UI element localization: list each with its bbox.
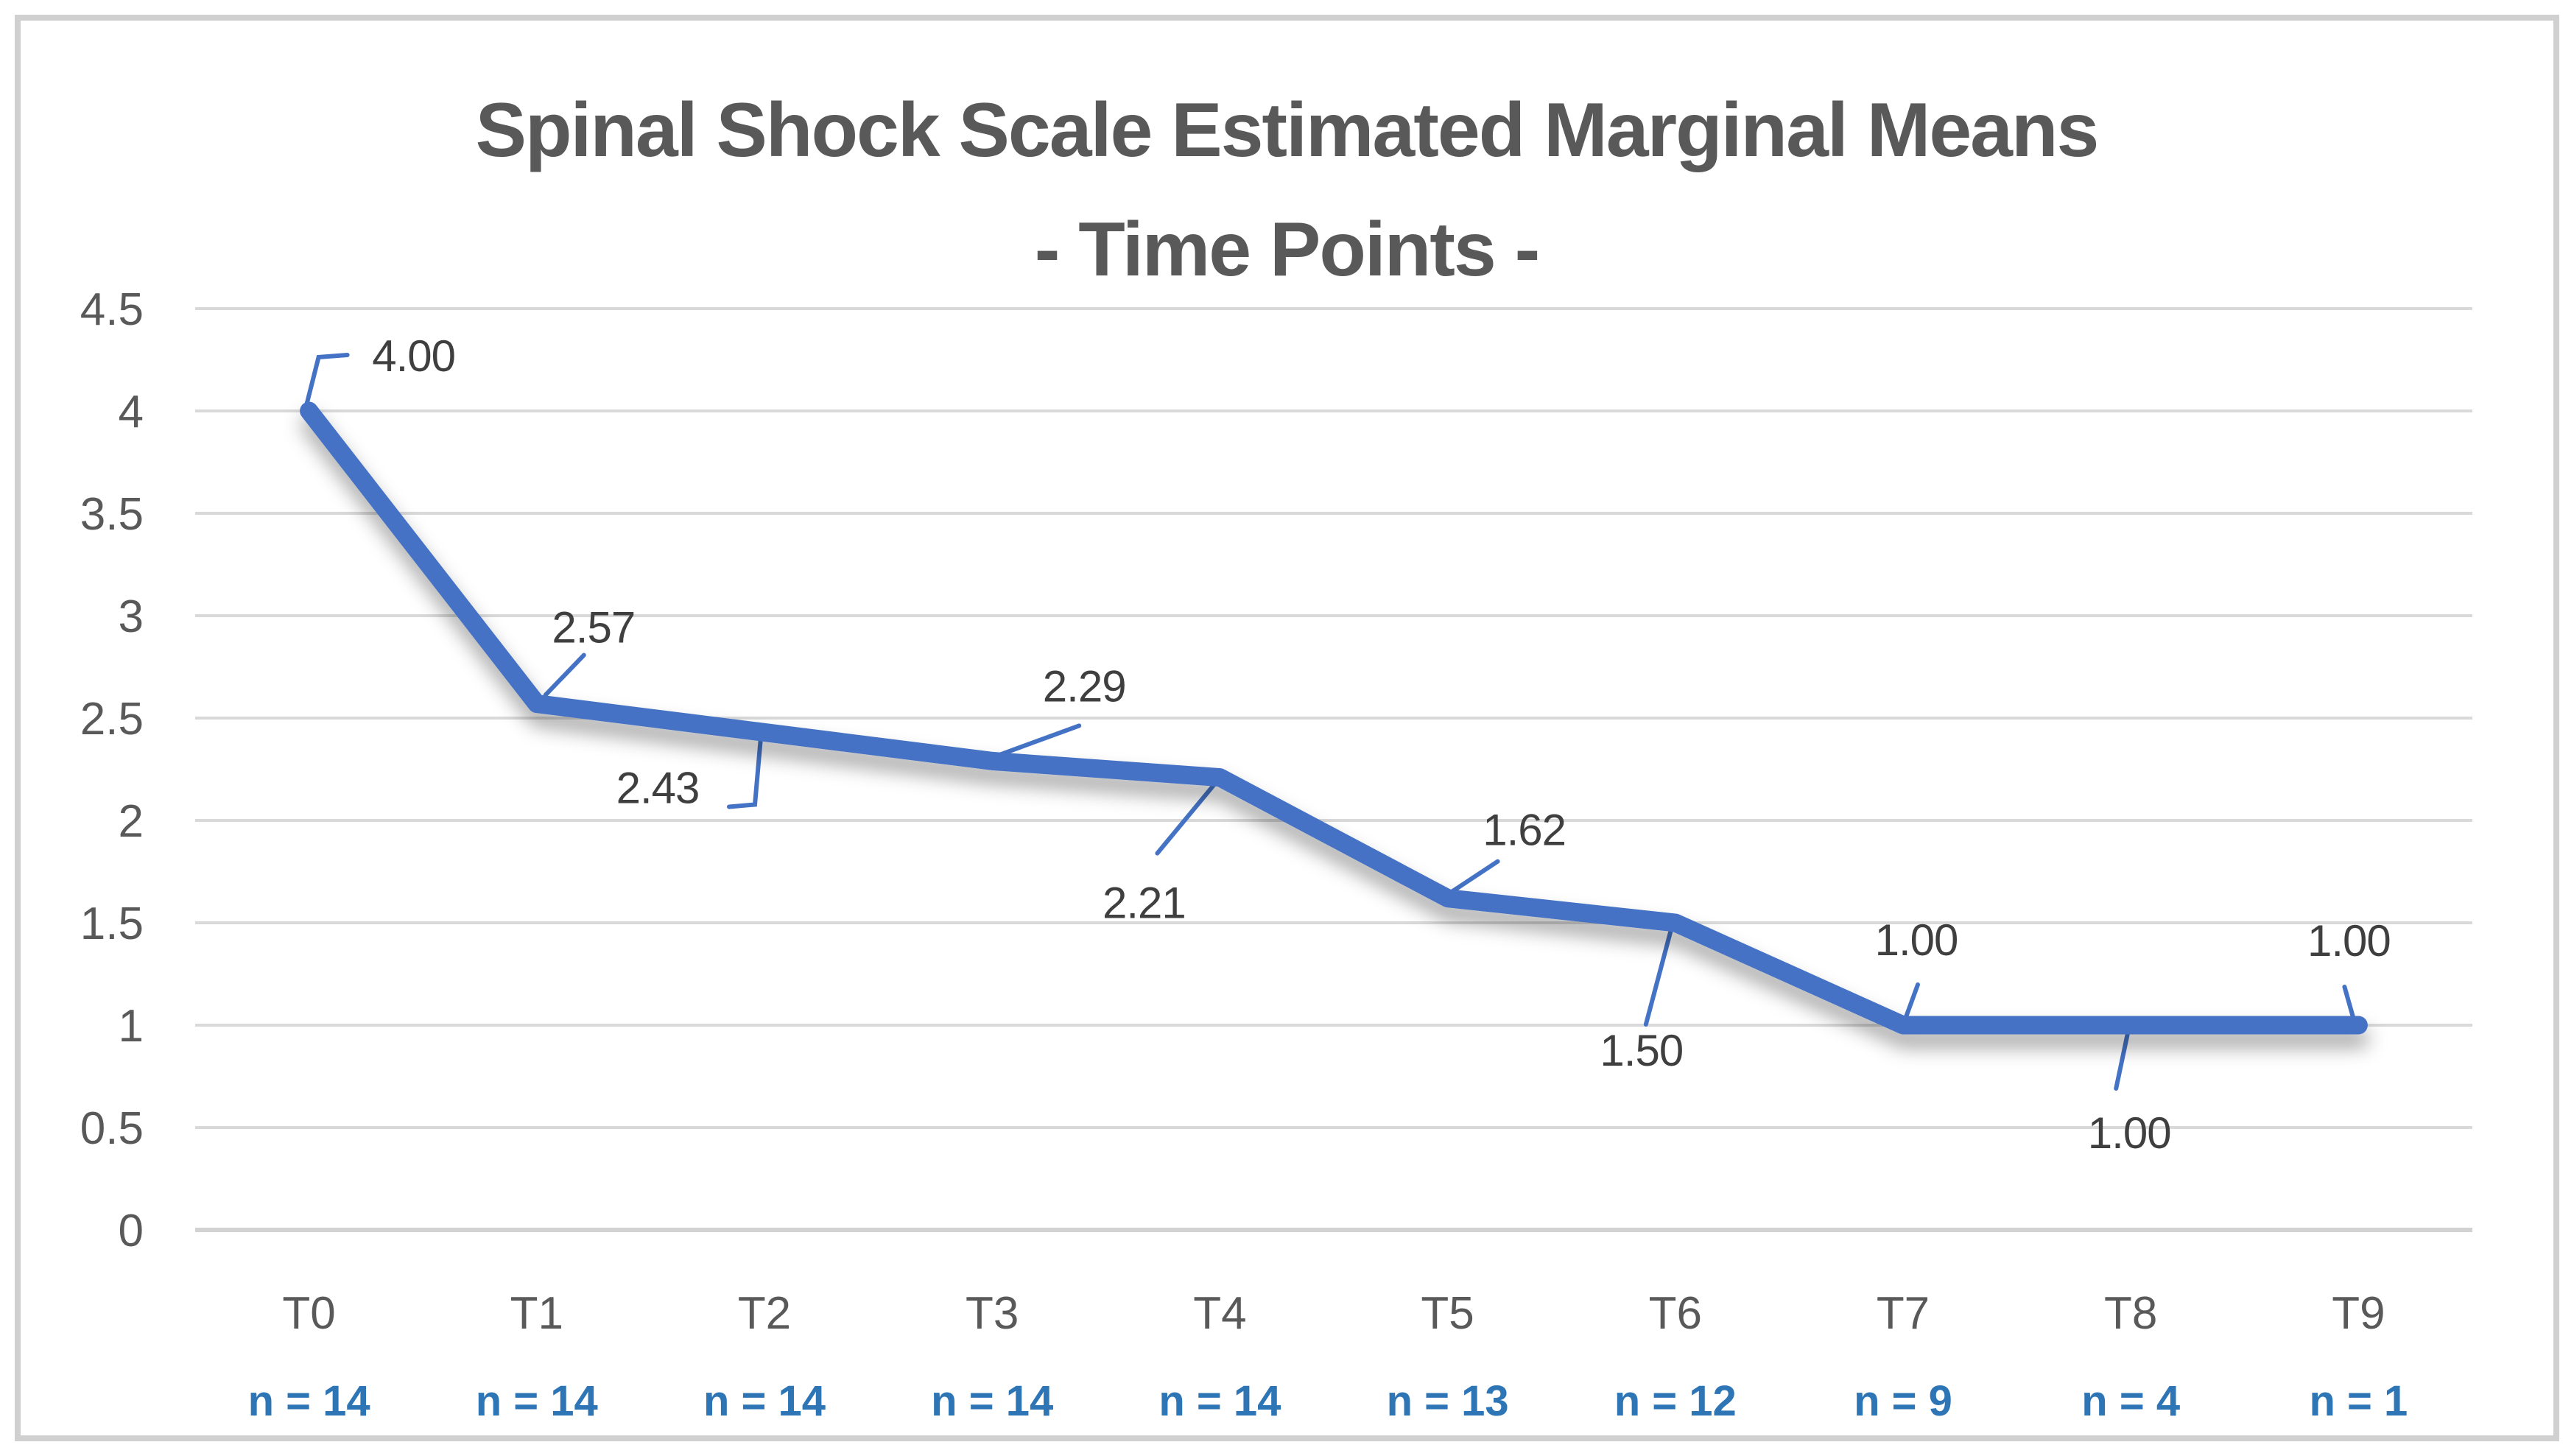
y-tick-label: 0.5	[80, 1103, 144, 1154]
chart-title: Spinal Shock Scale Estimated Marginal Me…	[476, 88, 2098, 173]
y-tick-label: 2.5	[80, 694, 144, 745]
sample-size-label: n = 14	[1158, 1377, 1281, 1425]
y-tick-label: 2	[119, 796, 144, 847]
x-category-label: T5	[1421, 1288, 1474, 1339]
data-labels: 4.00 2.57 2.43 2.29 2.21 1.62 1.50 1.00 1.00 1.00	[372, 331, 2391, 1158]
leader-lines	[303, 353, 2357, 1091]
data-label: 1.50	[1600, 1026, 1683, 1075]
y-tick-label: 4	[119, 387, 144, 437]
data-label: 2.57	[552, 603, 635, 653]
sample-size-label: n = 4	[2081, 1377, 2180, 1425]
x-category-label: T2	[738, 1288, 791, 1339]
data-label-leader	[2114, 1030, 2131, 1091]
data-label: 4.00	[372, 331, 455, 381]
y-tick-label: 1.5	[80, 898, 144, 949]
y-tick-label: 0	[119, 1206, 144, 1256]
sample-size-label: n = 14	[703, 1377, 826, 1425]
data-label-leader	[543, 653, 586, 697]
chart-frame	[15, 15, 2559, 1441]
x-category-label: T1	[510, 1288, 563, 1339]
x-category-label: T3	[966, 1288, 1019, 1339]
data-label: 1.62	[1483, 806, 1566, 855]
sample-size-label: n = 14	[931, 1377, 1053, 1425]
y-tick-label: 3.5	[80, 489, 144, 540]
data-label: 1.00	[2088, 1108, 2171, 1158]
data-label: 2.43	[616, 763, 700, 812]
sample-size-label: n = 9	[1854, 1377, 1952, 1425]
x-category-label: T7	[1877, 1288, 1930, 1339]
x-category-label: T6	[1649, 1288, 1702, 1339]
sample-size-label: n = 1	[2310, 1377, 2408, 1425]
data-label-leader	[1155, 782, 1217, 856]
data-label-leader	[994, 723, 1082, 759]
y-tick-label: 3	[119, 591, 144, 642]
sample-size-label: n = 13	[1387, 1377, 1509, 1425]
data-label: 1.00	[2307, 916, 2391, 966]
x-category-label: T9	[2332, 1288, 2385, 1339]
x-category-label: T4	[1193, 1288, 1246, 1339]
data-label-leader	[303, 353, 350, 412]
y-axis-labels: 4.5 4 3.5 3 2.5 2 1.5 1 0.5 0	[80, 284, 144, 1256]
data-label-leader	[1643, 928, 1673, 1027]
data-label-leader	[727, 735, 763, 809]
chart-subtitle: - Time Points -	[1035, 207, 1539, 292]
x-category-label: T0	[282, 1288, 335, 1339]
sample-size-labels: n = 14 n = 14 n = 14 n = 14 n = 14 n = 13 n = …	[248, 1377, 2408, 1425]
data-label: 2.21	[1103, 879, 1186, 928]
x-axis-labels: T0 T1 T2 T3 T4 T5 T6 T7 T8 T9	[282, 1288, 2385, 1339]
x-category-label: T8	[2104, 1288, 2157, 1339]
y-tick-label: 1	[119, 1001, 144, 1052]
sample-size-label: n = 14	[476, 1377, 598, 1425]
sample-size-label: n = 14	[248, 1377, 370, 1425]
data-label: 1.00	[1875, 915, 1958, 965]
data-label: 2.29	[1043, 661, 1126, 711]
y-gridlines	[195, 307, 2472, 1232]
series-line	[300, 401, 2368, 1035]
data-label-leader	[1449, 859, 1500, 894]
data-label-leader	[2342, 985, 2357, 1023]
y-tick-label: 4.5	[80, 284, 144, 335]
sample-size-label: n = 12	[1614, 1377, 1737, 1425]
